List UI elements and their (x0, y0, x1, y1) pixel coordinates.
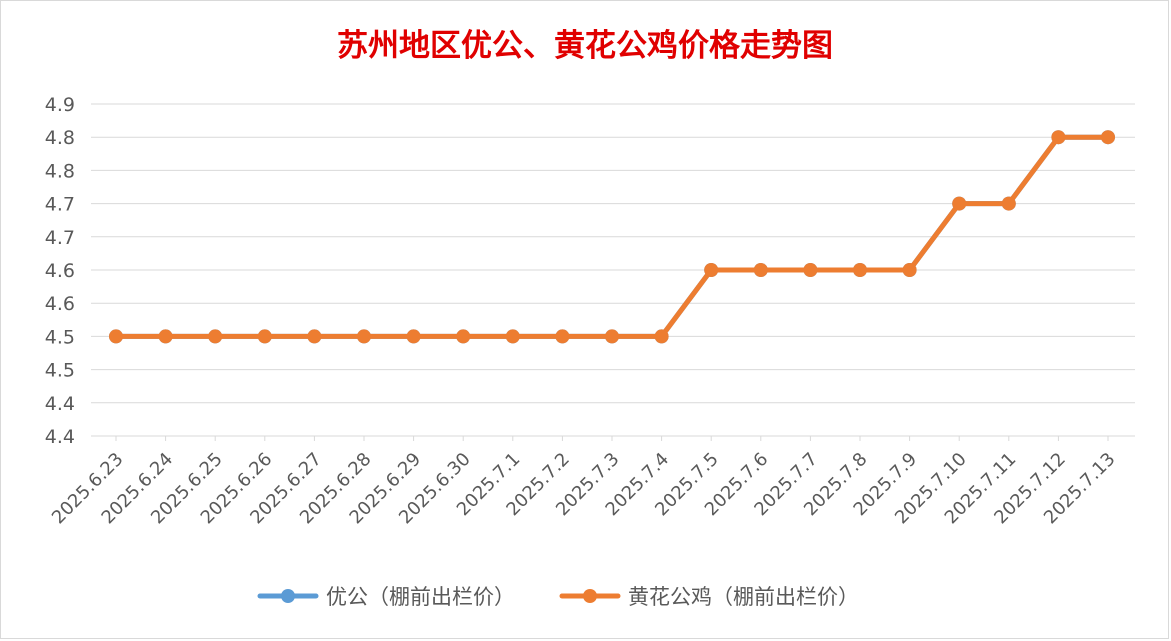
legend-item: 黄花公鸡（棚前出栏价） (559, 585, 859, 609)
grid-lines (91, 103, 1135, 437)
y-tick-label: 4.8 (45, 127, 75, 149)
legend-item: 优公（棚前出栏价） (257, 585, 515, 609)
data-point (109, 329, 123, 344)
data-point (1001, 196, 1016, 211)
chart-title: 苏州地区优公、黄花公鸡价格走势图 (337, 28, 833, 64)
data-point (654, 329, 669, 344)
data-point (307, 329, 322, 344)
data-point (158, 329, 173, 344)
y-tick-label: 4.5 (45, 360, 75, 382)
y-tick-label: 4.4 (45, 426, 75, 448)
legend-label: 优公（棚前出栏价） (326, 585, 515, 609)
y-tick-label: 4.9 (45, 94, 75, 116)
data-point (803, 263, 818, 277)
legend-label: 黄花公鸡（棚前出栏价） (628, 585, 859, 609)
data-point (208, 329, 223, 344)
y-tick-label: 4.8 (45, 160, 75, 182)
data-point (902, 263, 917, 277)
data-point (505, 329, 520, 344)
legend-swatch-marker (281, 589, 295, 603)
data-point (1051, 130, 1066, 145)
y-tick-label: 4.7 (45, 194, 75, 216)
legend-swatch-marker (583, 589, 597, 603)
y-tick-label: 4.7 (45, 227, 75, 249)
data-point (704, 263, 719, 277)
data-point (406, 329, 421, 344)
y-tick-label: 4.5 (45, 326, 75, 348)
data-point (1101, 130, 1115, 145)
x-axis: 2025.6.232025.6.242025.6.252025.6.262025… (48, 436, 1120, 528)
data-point (605, 329, 619, 344)
y-tick-label: 4.6 (45, 293, 75, 315)
data-point (753, 263, 768, 277)
y-tick-label: 4.6 (45, 260, 75, 282)
data-point (853, 263, 867, 277)
y-axis: 4.4 4.4 4.5 4.5 4.6 4.6 4.7 4.7 4.8 4.8 4.9 (45, 94, 75, 448)
data-point (357, 329, 371, 344)
series-2 (109, 130, 1115, 344)
plot-area (109, 130, 1115, 344)
y-tick-label: 4.4 (45, 393, 75, 415)
legend: 优公（棚前出栏价） 黄花公鸡（棚前出栏价） (257, 585, 859, 609)
data-point (555, 329, 570, 344)
data-point (257, 329, 272, 344)
data-point (952, 196, 967, 211)
data-point (456, 329, 471, 344)
